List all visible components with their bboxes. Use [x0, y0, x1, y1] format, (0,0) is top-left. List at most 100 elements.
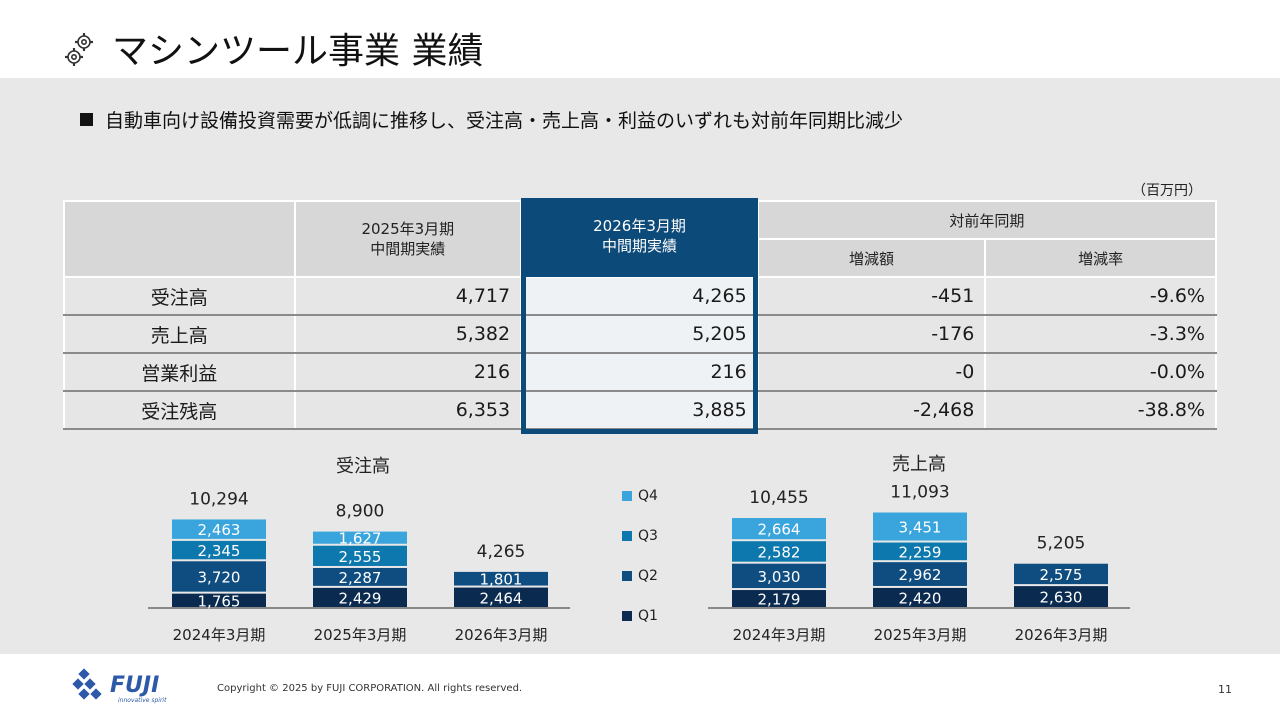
cell-rate: -38.8% [984, 390, 1217, 430]
cell-rate: -0.0% [984, 352, 1217, 392]
legend-item-q1: Q1 [622, 596, 658, 636]
bar-segment-q4 [172, 519, 266, 539]
total-label: 10,455 [749, 488, 808, 508]
category-label: 2024年3月期 [733, 626, 826, 644]
total-label: 8,900 [336, 502, 385, 522]
header-yoy: 対前年同期 [756, 200, 1218, 240]
cell-prev: 216 [293, 352, 523, 392]
chart-title-sales: 売上高 [892, 454, 946, 475]
data-label: 1,765 [198, 592, 241, 610]
bar-segment-q3 [873, 542, 967, 561]
row-label: 営業利益 [63, 352, 296, 392]
cell-rate: -3.3% [984, 314, 1217, 354]
category-label: 2024年3月期 [173, 626, 266, 644]
bar-segment-q3 [732, 541, 826, 562]
category-label: 2025年3月期 [874, 626, 967, 644]
data-label: 2,555 [339, 548, 382, 566]
data-label: 1,627 [339, 530, 382, 548]
header [0, 0, 1280, 78]
headline: 自動車向け設備投資需要が低調に推移し、受注高・売上高・利益のいずれも対前年同期比… [80, 106, 903, 133]
legend-swatch [622, 491, 632, 501]
data-label: 2,664 [758, 521, 801, 539]
data-label: 2,463 [198, 521, 241, 539]
cell-rate: -9.6% [984, 276, 1217, 316]
data-label: 3,451 [899, 519, 942, 537]
bar-segment-q4 [732, 518, 826, 540]
data-label: 2,420 [899, 589, 942, 607]
cell-curr: 3,885 [520, 390, 759, 430]
cell-curr: 216 [520, 352, 759, 392]
data-label: 1,801 [480, 571, 523, 589]
legend-label: Q4 [638, 488, 658, 504]
bar-segment-q4 [873, 512, 967, 541]
data-label: 2,259 [899, 543, 942, 561]
cell-diff: -2,468 [756, 390, 987, 430]
total-label: 4,265 [477, 542, 526, 562]
cell-prev: 5,382 [293, 314, 523, 354]
total-label: 5,205 [1037, 534, 1086, 554]
footer [0, 654, 1280, 720]
table-row: 受注高 4,717 4,265 -451 -9.6% [63, 276, 1217, 316]
data-label: 2,962 [899, 566, 942, 584]
table-row: 営業利益 216 216 -0 -0.0% [63, 352, 1217, 392]
legend-item-q3: Q3 [622, 516, 658, 556]
table-row: 受注残高 6,353 3,885 -2,468 -38.8% [63, 390, 1217, 430]
unit-label: （百万円） [1132, 183, 1202, 199]
cell-diff: -451 [756, 276, 987, 316]
copyright: Copyright © 2025 by FUJI CORPORATION. Al… [217, 683, 523, 694]
header-diff: 増減額 [756, 238, 987, 278]
data-label: 2,345 [198, 542, 241, 560]
sales-chart: 2,179 3,030 2,582 2,664 10,455 2024年3月期 2,420 2… [708, 482, 1130, 644]
bar-segment-q3 [313, 545, 407, 566]
headline-text: 自動車向け設備投資需要が低調に推移し、受注高・売上高・利益のいずれも対前年同期比… [105, 110, 904, 132]
bar-segment-q2 [172, 561, 266, 592]
cell-prev: 4,717 [293, 276, 523, 316]
row-label: 受注残高 [63, 390, 296, 430]
bar-segment-q1 [454, 587, 548, 607]
data-label: 2,630 [1040, 589, 1083, 607]
row-label: 売上高 [63, 314, 296, 354]
bar-segment-q2 [454, 571, 548, 586]
legend-swatch [622, 531, 632, 541]
cell-diff: -0 [756, 352, 987, 392]
fuji-logo: FUJI innovative spirit [72, 668, 167, 704]
category-label: 2025年3月期 [314, 626, 407, 644]
cell-curr: 5,205 [520, 314, 759, 354]
bar-segment-q2 [873, 562, 967, 586]
orders-chart: 1,765 3,720 2,345 2,463 10,294 2024年3月期 2,429 2… [148, 489, 570, 644]
data-label: 2,464 [480, 589, 523, 607]
header-prev: 2025年3月期 中間期実績 [293, 200, 523, 278]
total-label: 10,294 [189, 489, 248, 509]
chart-legend: Q4 Q3 Q2 Q1 [622, 476, 658, 636]
data-label: 2,575 [1040, 566, 1083, 584]
bar-segment-q2 [732, 563, 826, 589]
cell-curr: 4,265 [520, 276, 759, 316]
bar-segment-q2 [313, 567, 407, 586]
table-subheader-row: 増減額 増減率 [64, 238, 1217, 278]
chart-title-orders: 受注高 [336, 456, 390, 477]
legend-item-q4: Q4 [622, 476, 658, 516]
legend-label: Q2 [638, 568, 658, 584]
bar-segment-q1 [732, 590, 826, 607]
header-curr-line2: 中間期実績 [601, 237, 677, 255]
bar-segment-q1 [1014, 586, 1108, 607]
cell-prev: 6,353 [293, 390, 523, 430]
header-prev-line2: 中間期実績 [370, 240, 446, 258]
cell-diff: -176 [756, 314, 987, 354]
logo-text: FUJI [110, 673, 159, 698]
header-empty [63, 200, 296, 278]
category-label: 2026年3月期 [1015, 626, 1108, 644]
header-prev-line1: 2025年3月期 [361, 220, 455, 238]
total-label: 11,093 [890, 482, 949, 502]
page-number: 11 [1218, 683, 1232, 696]
bar-segment-q2 [1014, 563, 1108, 585]
data-label: 2,429 [339, 589, 382, 607]
page-title: マシンツール事業 業績 [112, 31, 484, 72]
bar-segment-q4 [313, 531, 407, 544]
gear-icon [65, 33, 93, 66]
bar-segment-q1 [172, 593, 266, 607]
data-label: 3,030 [758, 568, 801, 586]
category-label: 2026年3月期 [455, 626, 548, 644]
bullet-square [80, 113, 93, 126]
